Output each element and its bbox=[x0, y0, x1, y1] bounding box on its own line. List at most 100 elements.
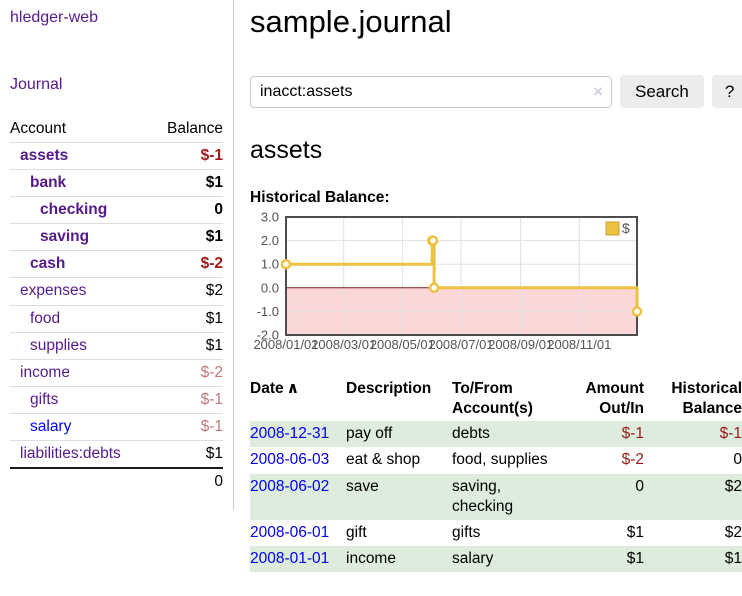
col-header-accounts: To/From Account(s) bbox=[452, 379, 533, 418]
transaction-accounts: saving, checking bbox=[452, 477, 514, 515]
y-axis-tick-label: 2.0 bbox=[261, 233, 279, 248]
transaction-date-link[interactable]: 2008-06-01 bbox=[250, 523, 330, 541]
account-link[interactable]: income bbox=[20, 363, 70, 381]
y-axis-tick-label: 3.0 bbox=[261, 209, 279, 224]
search-button[interactable]: Search bbox=[620, 75, 704, 109]
y-axis-tick-label: 1.0 bbox=[261, 257, 279, 272]
account-name-cell: salary bbox=[10, 414, 151, 441]
account-link[interactable]: checking bbox=[40, 201, 108, 219]
account-row: checking 0 bbox=[10, 196, 223, 224]
col-header-date[interactable]: Date ∧ bbox=[250, 377, 346, 421]
main-content: sample.journal × Search ? assets Histori… bbox=[234, 0, 742, 596]
account-balance: $-1 bbox=[200, 146, 223, 164]
account-balance: $1 bbox=[205, 309, 223, 327]
transaction-balance: $1 bbox=[724, 549, 742, 567]
account-name-cell: expenses bbox=[10, 278, 151, 305]
account-link[interactable]: cash bbox=[30, 255, 66, 273]
sidebar-nav: Journal bbox=[10, 75, 223, 96]
clear-search-icon[interactable]: × bbox=[593, 81, 603, 101]
historical-balance-chart: 3.0 2.0 1.0 0.0 -1.0 -2.02008/01/012008/03/01… bbox=[253, 209, 643, 352]
transaction-description: eat & shop bbox=[346, 451, 421, 469]
register-table: Date ∧ Description To/From Account(s) Amo… bbox=[250, 377, 742, 573]
y-axis-tick-label: 0.0 bbox=[261, 280, 279, 295]
account-name-cell: gifts bbox=[10, 387, 151, 414]
account-row: expenses $2 bbox=[10, 277, 223, 305]
transaction-description: pay off bbox=[346, 425, 393, 443]
accounts-table: Account Balance assets $-1 bank $1 checking 0… bbox=[10, 116, 223, 496]
account-heading: assets bbox=[250, 136, 323, 165]
transaction-date-link[interactable]: 2008-06-03 bbox=[250, 451, 330, 469]
transaction-date-cell: 2008-06-03 bbox=[250, 447, 346, 473]
transaction-description: income bbox=[346, 549, 396, 567]
app-title-link[interactable]: hledger-web bbox=[10, 9, 99, 26]
transaction-date-link[interactable]: 2008-12-31 bbox=[250, 425, 330, 443]
plot-border bbox=[285, 215, 638, 336]
transaction-amount: $1 bbox=[626, 549, 644, 567]
account-name-cell: liabilities:debts bbox=[10, 441, 151, 469]
legend-swatch bbox=[605, 221, 620, 236]
page-title: sample.journal bbox=[250, 4, 452, 39]
account-link[interactable]: assets bbox=[20, 146, 69, 164]
transaction-balance: $-1 bbox=[719, 425, 742, 443]
col-header-description: Description bbox=[346, 379, 432, 397]
account-balance: $1 bbox=[205, 445, 223, 463]
account-row: income $-2 bbox=[10, 359, 223, 386]
sort-asc-icon: ∧ bbox=[286, 379, 300, 397]
account-balance: $-2 bbox=[200, 363, 223, 381]
nav-journal-link[interactable]: Journal bbox=[10, 75, 63, 93]
x-axis-tick-label: 2008/07/01 bbox=[428, 337, 493, 352]
account-name-cell: checking bbox=[10, 197, 151, 224]
accounts-total-balance: 0 bbox=[214, 473, 223, 491]
data-point-marker bbox=[427, 235, 439, 246]
account-row: liabilities:debts $1 bbox=[10, 440, 223, 469]
search-box: × bbox=[250, 75, 612, 108]
transaction-amount: $-1 bbox=[621, 425, 644, 443]
transaction-date-cell: 2008-01-01 bbox=[250, 546, 346, 572]
x-axis-tick-label: 2008/09/01 bbox=[488, 337, 553, 352]
transaction-description: save bbox=[346, 477, 379, 495]
chart-title: Historical Balance: bbox=[250, 188, 390, 206]
legend-label: $ bbox=[622, 220, 630, 236]
transaction-description: gift bbox=[346, 523, 367, 541]
account-row: assets $-1 bbox=[10, 142, 223, 169]
account-name-cell: bank bbox=[10, 169, 151, 196]
account-link[interactable]: expenses bbox=[20, 282, 87, 300]
account-link[interactable]: salary bbox=[30, 418, 72, 436]
transaction-date-link[interactable]: 2008-01-01 bbox=[250, 549, 330, 567]
x-axis-tick-label: 2008/11/01 bbox=[547, 337, 611, 352]
account-name-cell: income bbox=[10, 359, 151, 386]
account-link[interactable]: bank bbox=[30, 173, 67, 191]
account-link[interactable]: liabilities:debts bbox=[20, 445, 121, 463]
account-row: bank $1 bbox=[10, 169, 223, 196]
account-link[interactable]: gifts bbox=[30, 391, 59, 408]
help-button[interactable]: ? bbox=[711, 75, 742, 109]
account-link[interactable]: food bbox=[30, 309, 61, 327]
account-balance: $2 bbox=[205, 282, 223, 300]
col-header-amount: Amount Out/In bbox=[585, 379, 644, 418]
register-row: 2008-12-31 pay off debts $-1 $-1 bbox=[250, 421, 742, 448]
data-point-marker bbox=[280, 258, 292, 270]
transaction-date-link[interactable]: 2008-06-02 bbox=[250, 477, 330, 495]
search-input[interactable] bbox=[250, 75, 612, 108]
y-axis-tick-label: -2.0 bbox=[257, 327, 279, 342]
data-point-marker bbox=[428, 282, 440, 293]
data-point-marker bbox=[631, 306, 643, 317]
account-balance: $1 bbox=[205, 228, 223, 246]
register-row: 2008-01-01 income salary $1 $1 bbox=[250, 545, 742, 573]
col-header-balance: Historical Balance bbox=[671, 379, 742, 418]
transaction-accounts: gifts bbox=[452, 523, 481, 541]
transaction-balance: $2 bbox=[724, 477, 742, 495]
account-link[interactable]: saving bbox=[40, 228, 90, 246]
account-row: cash $-2 bbox=[10, 250, 223, 278]
transaction-date-cell: 2008-06-01 bbox=[250, 520, 346, 546]
account-link[interactable]: supplies bbox=[30, 336, 87, 354]
account-balance: $1 bbox=[205, 336, 223, 354]
transaction-balance: $2 bbox=[724, 523, 742, 541]
transaction-amount: $-2 bbox=[621, 451, 644, 469]
accounts-header-account: Account bbox=[10, 119, 67, 137]
register-row: 2008-06-03 eat & shop food, supplies $-2 0 bbox=[250, 447, 742, 473]
account-row: saving $1 bbox=[10, 223, 223, 251]
accounts-total-row: 0 bbox=[10, 468, 223, 495]
transaction-accounts: food, supplies bbox=[452, 451, 548, 469]
